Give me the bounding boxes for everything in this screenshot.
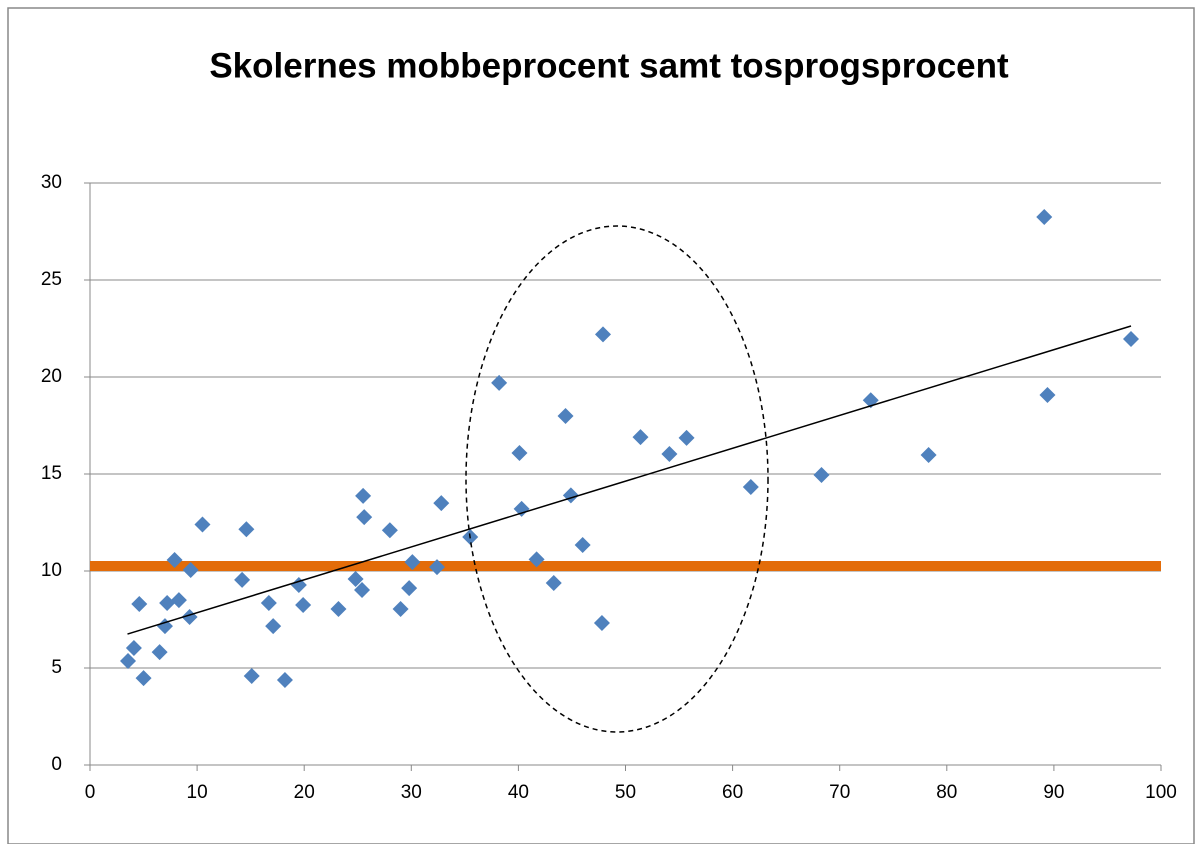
point [404,554,421,571]
point [401,580,418,597]
point [347,570,364,587]
highlight-ellipse [465,225,769,733]
point [151,644,168,661]
point [595,326,612,343]
point [1036,208,1053,225]
x-tick-label: 20 [294,782,315,803]
point [135,670,152,687]
x-tick-label: 40 [508,782,529,803]
y-tick-label: 25 [41,269,62,290]
point [120,653,137,670]
y-tick-label: 0 [51,754,62,775]
point [131,595,148,612]
x-tick-label: 0 [85,782,96,803]
point [392,601,409,618]
point [238,521,255,538]
point [678,429,695,446]
x-tick-label: 90 [1043,782,1064,803]
y-tick-label: 5 [51,657,62,678]
x-tick-label: 10 [187,782,208,803]
point [159,595,176,612]
point [260,595,277,612]
chart-border [7,7,1195,844]
trendline [127,325,1132,635]
point [661,446,678,463]
point [574,537,591,554]
point [166,551,183,568]
y-tick-label: 15 [41,463,62,484]
point [1123,330,1140,347]
point [528,551,545,568]
point [265,618,282,635]
point [243,667,260,684]
point [813,466,830,483]
y-tick-label: 20 [41,366,62,387]
point [433,495,450,512]
point [920,446,937,463]
plot-area: 0 5 10 15 20 25 30 0 10 20 30 40 50 60 70 80 90 100 [41,172,1177,803]
point [381,522,398,539]
y-tick-label: 10 [41,560,62,581]
point [429,559,446,576]
point [491,374,508,391]
point [295,596,312,613]
point [355,487,372,504]
point [194,516,211,533]
point [1039,387,1056,404]
point [557,407,574,424]
x-tick-label: 70 [829,782,850,803]
point [125,640,142,657]
point [742,478,759,495]
chart-title: Skolernes mobbeprocent samt tosprogsproc… [209,46,1009,85]
point [513,500,530,517]
point [276,672,293,689]
point [234,571,251,588]
point [170,592,187,609]
x-tick-label: 80 [936,782,957,803]
point [632,429,649,446]
point [593,614,610,631]
point [182,562,199,579]
point [511,445,528,462]
x-tick-label: 30 [401,782,422,803]
y-tick-label: 30 [41,172,62,193]
x-tick-label: 60 [722,782,743,803]
point [356,509,373,526]
x-tick-label: 100 [1145,782,1177,803]
point [354,582,371,599]
point [330,601,347,618]
point [545,575,562,592]
x-tick-label: 50 [615,782,636,803]
